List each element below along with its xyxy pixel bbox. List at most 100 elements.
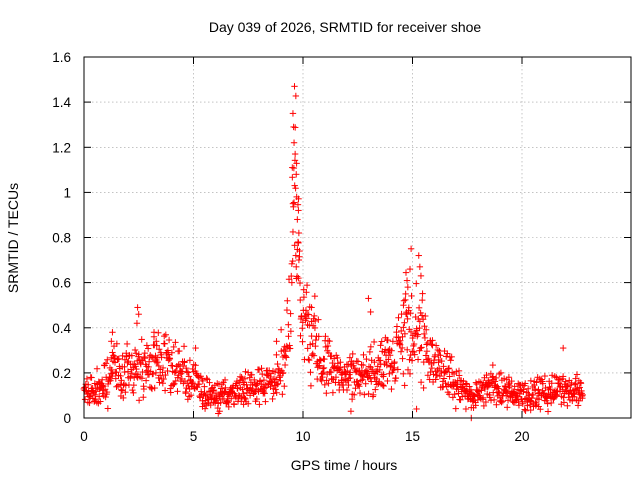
- data-point: [134, 304, 141, 311]
- data-point: [161, 387, 169, 394]
- data-point: [343, 386, 351, 394]
- data-point: [452, 405, 459, 412]
- data-point: [440, 375, 448, 382]
- y-tick-label-0.2: 0.2: [52, 366, 71, 381]
- data-point: [225, 403, 232, 411]
- data-point: [380, 382, 387, 390]
- data-point: [289, 164, 296, 171]
- data-point: [274, 360, 281, 368]
- data-point: [398, 327, 405, 335]
- data-point: [239, 386, 246, 393]
- data-point: [326, 337, 333, 345]
- data-point: [418, 312, 426, 319]
- data-point: [408, 357, 416, 364]
- data-point: [376, 366, 383, 374]
- data-point: [361, 391, 368, 398]
- data-point: [544, 400, 551, 407]
- data-point: [285, 333, 292, 340]
- data-point: [311, 292, 319, 300]
- x-axis-title: GPS time / hours: [291, 457, 398, 473]
- data-point: [299, 325, 306, 332]
- data-point: [369, 366, 376, 373]
- data-point: [548, 380, 555, 387]
- data-point: [334, 354, 341, 362]
- data-point: [291, 83, 298, 90]
- data-point: [292, 252, 299, 259]
- data-point: [159, 364, 167, 372]
- data-point: [319, 365, 327, 372]
- data-point: [527, 406, 534, 414]
- data-point: [197, 373, 204, 380]
- data-point: [363, 355, 370, 363]
- data-point: [316, 362, 323, 369]
- data-point: [311, 317, 319, 325]
- data-point: [402, 296, 409, 304]
- data-point: [519, 400, 527, 407]
- data-point: [143, 342, 151, 349]
- data-point: [108, 372, 116, 380]
- data-point: [97, 398, 104, 405]
- data-point: [123, 340, 131, 348]
- data-point: [465, 390, 473, 398]
- data-point: [290, 199, 298, 206]
- data-point: [370, 391, 377, 399]
- data-point: [347, 408, 355, 415]
- data-point: [311, 312, 318, 320]
- data-point: [165, 336, 173, 344]
- x-tick-label-10: 10: [295, 429, 310, 444]
- data-point: [356, 383, 363, 390]
- data-point: [246, 392, 254, 399]
- data-point: [378, 338, 385, 345]
- data-point: [127, 374, 134, 382]
- data-point: [367, 375, 374, 382]
- data-point: [421, 334, 429, 342]
- data-point: [180, 343, 188, 350]
- data-point: [435, 356, 442, 364]
- data-point: [118, 387, 126, 394]
- data-point: [112, 375, 119, 382]
- data-point: [289, 110, 297, 117]
- data-point: [288, 279, 296, 286]
- data-point: [289, 200, 297, 207]
- y-ticks: [84, 56, 631, 419]
- x-tick-label-15: 15: [405, 429, 420, 444]
- data-point: [185, 373, 193, 380]
- data-point: [307, 369, 314, 376]
- data-point: [371, 358, 378, 366]
- y-tick-label-1.4: 1.4: [52, 95, 71, 110]
- data-point: [187, 392, 195, 399]
- data-point: [288, 260, 296, 268]
- data-point: [320, 364, 328, 372]
- data-point: [462, 405, 470, 413]
- y-tick-label-0.8: 0.8: [52, 231, 71, 246]
- data-point: [132, 363, 139, 370]
- data-point: [109, 370, 116, 377]
- x-tick-label-5: 5: [190, 429, 198, 444]
- data-point: [128, 370, 136, 377]
- data-point: [116, 381, 124, 388]
- data-point: [321, 355, 328, 363]
- y-tick-label-0.6: 0.6: [52, 276, 71, 291]
- data-point: [277, 326, 285, 333]
- data-point: [400, 301, 407, 309]
- data-point: [117, 386, 125, 393]
- data-point: [107, 377, 114, 384]
- data-point: [102, 393, 109, 401]
- data-point: [443, 353, 450, 360]
- data-point: [372, 367, 380, 375]
- data-point: [547, 399, 555, 407]
- data-point: [511, 383, 518, 390]
- data-point: [544, 408, 552, 415]
- data-point: [260, 388, 268, 396]
- data-point: [445, 365, 453, 372]
- data-point: [312, 336, 319, 344]
- data-point: [104, 356, 111, 363]
- data-point: [551, 373, 558, 380]
- data-point: [357, 371, 365, 379]
- data-point: [292, 92, 300, 100]
- data-point: [384, 377, 391, 385]
- data-point: [311, 324, 319, 332]
- data-point: [293, 171, 300, 178]
- data-point: [404, 315, 411, 323]
- data-point: [579, 391, 586, 399]
